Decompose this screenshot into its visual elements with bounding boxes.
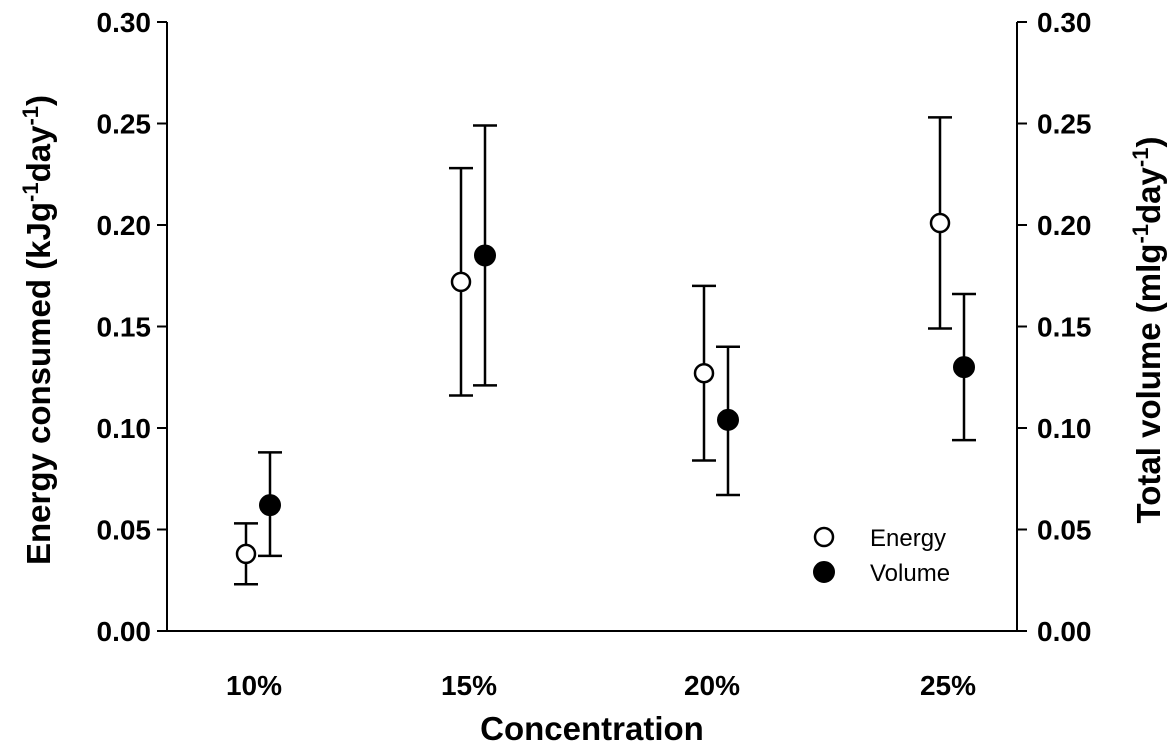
y-right-label-sup2: -1 xyxy=(1128,148,1153,168)
y-right-tick-label: 0.10 xyxy=(1037,413,1092,444)
x-tick-label: 25% xyxy=(920,670,976,701)
energy-point xyxy=(929,212,951,234)
legend: Energy Volume xyxy=(813,525,950,587)
y-right-tick-label: 0.25 xyxy=(1037,109,1092,140)
legend-volume-marker xyxy=(813,561,835,583)
y-left-tick-label: 0.25 xyxy=(97,109,152,140)
energy-point xyxy=(235,543,257,565)
y-left-tick-label: 0.30 xyxy=(97,7,152,38)
legend-energy-label: Energy xyxy=(870,525,946,552)
y-right-tick-label: 0.20 xyxy=(1037,210,1092,241)
chart-axes: 0.00 0.00 0.05 0.05 0.10 0.10 0.15 0.15 0.20 0.20… xyxy=(97,7,1092,701)
x-axis-label: Concentration xyxy=(480,710,704,747)
x-tick-label: 10% xyxy=(226,670,282,701)
y-left-tick-label: 0.10 xyxy=(97,413,152,444)
legend-energy-marker xyxy=(813,526,835,548)
y-left-tick-label: 0.00 xyxy=(97,616,152,647)
y-axis-right-label: Total volume (mlg-1day-1) xyxy=(1128,137,1168,524)
y-left-tick-label: 0.05 xyxy=(97,515,152,546)
volume-point xyxy=(953,356,975,379)
y-right-tick-label: 0.00 xyxy=(1037,616,1092,647)
y-right-tick-label: 0.30 xyxy=(1037,7,1092,38)
y-left-label-main: Energy consumed (kJg xyxy=(20,202,57,565)
energy-point xyxy=(450,271,472,293)
y-left-label-sup1: -1 xyxy=(18,182,43,202)
chart-marks xyxy=(234,116,976,586)
x-tick-label: 20% xyxy=(684,670,740,701)
y-right-label-end: ) xyxy=(1130,137,1167,148)
y-right-label-main: Total volume (mlg xyxy=(1130,244,1167,524)
y-left-tick-label: 0.20 xyxy=(97,210,152,241)
y-left-label-end: ) xyxy=(20,95,57,106)
y-left-tick-label: 0.15 xyxy=(97,312,152,343)
y-right-label-sup1: -1 xyxy=(1128,224,1153,244)
volume-point xyxy=(474,244,496,267)
y-right-label-mid: day xyxy=(1130,166,1167,224)
volume-point xyxy=(259,494,281,517)
y-left-label-sup2: -1 xyxy=(18,106,43,126)
energy-point xyxy=(693,362,715,384)
y-right-tick-label: 0.15 xyxy=(1037,312,1092,343)
volume-point xyxy=(717,408,739,431)
y-left-label-mid: day xyxy=(20,125,57,183)
legend-volume-label: Volume xyxy=(870,560,950,587)
y-right-tick-label: 0.05 xyxy=(1037,515,1092,546)
x-tick-label: 15% xyxy=(441,670,497,701)
y-axis-left-label: Energy consumed (kJg-1day-1) xyxy=(18,95,58,565)
